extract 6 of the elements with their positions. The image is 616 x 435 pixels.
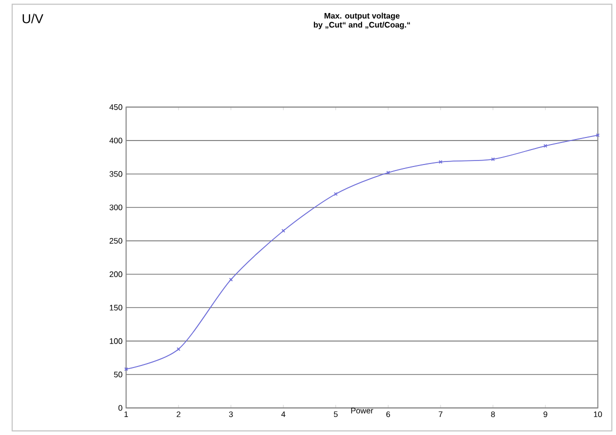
point: [438, 160, 442, 164]
point: [544, 144, 548, 148]
point: [386, 170, 390, 174]
point: [176, 347, 180, 351]
text: U/V: [22, 14, 44, 24]
point: [281, 228, 286, 233]
